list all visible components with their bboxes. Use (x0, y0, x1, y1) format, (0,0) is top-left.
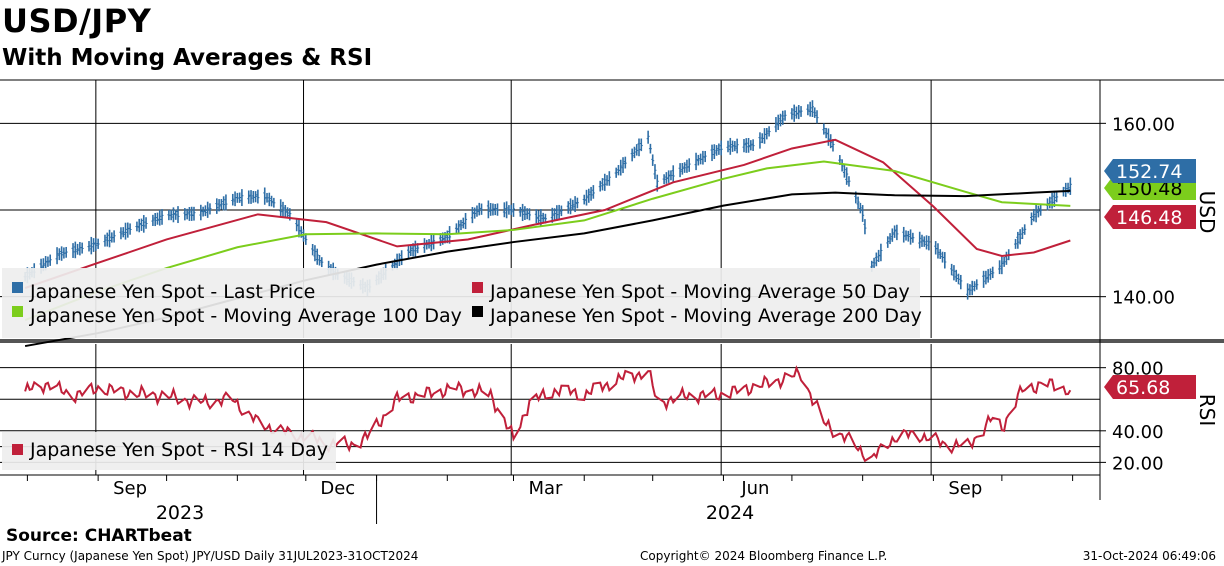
legend-swatch (472, 282, 483, 293)
rsi-line (24, 365, 1072, 463)
tag-rsi-label: 65.68 (1116, 377, 1170, 399)
x-month-label: Dec (320, 478, 355, 499)
legend-label: Japanese Yen Spot - Moving Average 200 D… (489, 305, 922, 327)
tag-last-price-label: 152.74 (1116, 161, 1182, 183)
ma100-line (24, 160, 1071, 321)
legend-label: Japanese Yen Spot - Moving Average 100 D… (29, 305, 462, 327)
tag-rsi (1104, 375, 1196, 399)
source-note: Source: CHARTbeat (6, 526, 192, 546)
legend-label: Japanese Yen Spot - Last Price (29, 281, 315, 303)
rsi-tick-label: 20.00 (1112, 453, 1164, 474)
x-year-label: 2024 (706, 502, 754, 524)
tag-last-price (1104, 159, 1196, 183)
legend-label: Japanese Yen Spot - RSI 14 Day (29, 439, 328, 461)
tag-ma50 (1104, 205, 1196, 229)
x-month-label: Mar (528, 478, 563, 499)
price-axis-label: USD (1195, 191, 1219, 234)
legend-swatch (12, 444, 23, 455)
legends: Japanese Yen Spot - Last Price Japanese Y… (2, 268, 922, 470)
legend-label: Japanese Yen Spot - Moving Average 50 Da… (489, 281, 910, 303)
rsi-tick-label: 80.00 (1112, 359, 1164, 380)
tag-ma50-label: 146.48 (1116, 207, 1182, 229)
x-month-label: Sep (948, 478, 982, 499)
tag-ma100-label: 150.48 (1116, 178, 1182, 200)
rsi-axis-label: RSI (1195, 394, 1219, 427)
footer-copyright: Copyright© 2024 Bloomberg Finance L.P. (640, 549, 888, 563)
x-month-label: Sep (113, 478, 147, 499)
rsi-legend-box (2, 432, 336, 470)
ma50-line (24, 138, 1071, 289)
legend-swatch (472, 306, 483, 317)
price-tick-label: 160.00 (1112, 114, 1175, 135)
x-year-label: 2023 (156, 502, 204, 524)
price-legend-box (2, 268, 920, 338)
rsi-tick-label: 40.00 (1112, 422, 1164, 443)
chart-title: USD/JPY (2, 2, 152, 40)
footer-timestamp: 31-Oct-2024 06:49:06 (1082, 549, 1216, 563)
x-month-label: Jun (740, 478, 769, 499)
legend-swatch (12, 282, 23, 293)
price-tick-label: 140.00 (1112, 288, 1175, 309)
footer-series-info: JPY Curncy (Japanese Yen Spot) JPY/USD D… (2, 549, 419, 563)
legend-swatch (12, 306, 23, 317)
axes: 140.00 160.00 20.00 40.00 80.00 USD RSI Sep Dec M… (26, 114, 1219, 524)
chart-subtitle: With Moving Averages & RSI (2, 45, 373, 71)
